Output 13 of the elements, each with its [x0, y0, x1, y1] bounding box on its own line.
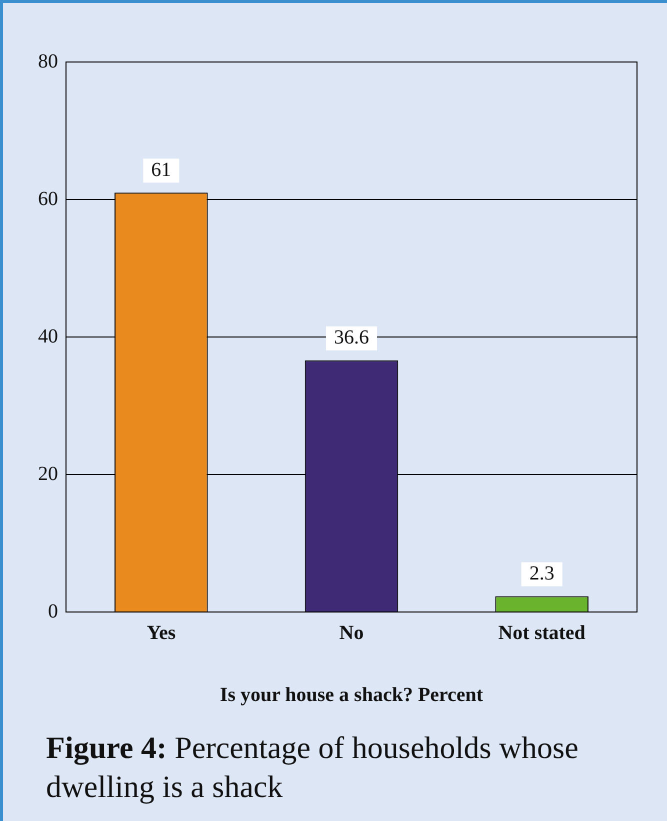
y-tick-label: 60 — [38, 188, 58, 210]
y-tick-label: 0 — [48, 600, 58, 622]
x-tick-label: Not stated — [498, 622, 586, 644]
data-label: 61 — [151, 158, 172, 181]
caption: Figure 4: Percentage of households whose dwelling is a shack — [46, 730, 578, 804]
y-tick-label: 40 — [38, 325, 58, 348]
y-tick-label: 80 — [38, 50, 58, 72]
x-axis-title: Is your house a shack? Percent — [220, 684, 484, 706]
data-label: 36.6 — [334, 326, 369, 349]
x-tick-label: No — [339, 622, 364, 644]
y-tick-label: 20 — [38, 462, 58, 485]
x-tick-label: Yes — [146, 622, 176, 644]
data-label: 2.3 — [529, 562, 554, 584]
